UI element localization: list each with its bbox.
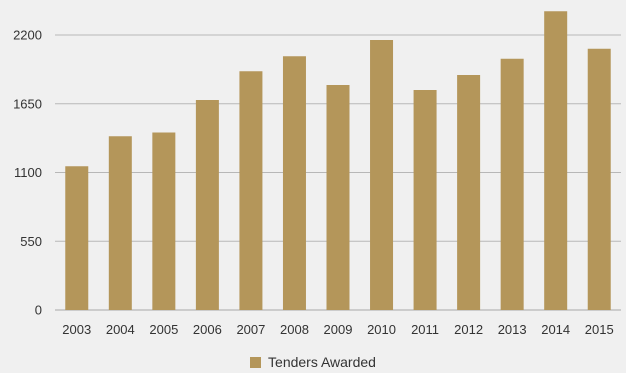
x-tick-label: 2009 [324,322,353,337]
y-tick-label: 1650 [13,96,42,111]
bar-2004 [108,136,132,310]
x-tick-label: 2014 [541,322,570,337]
legend: Tenders Awarded [0,354,626,370]
bar-2012 [457,75,481,310]
bars [65,11,611,310]
x-tick-label: 2011 [411,322,439,337]
y-tick-label: 550 [20,234,42,249]
bar-2013 [500,58,524,310]
y-axis-ticks: 0 550 1100 1650 2200 [13,28,42,318]
x-tick-label: 2003 [62,322,91,337]
x-tick-label: 2013 [498,322,527,337]
bar-2007 [239,71,263,310]
x-tick-label: 2010 [367,322,396,337]
bar-2005 [152,132,176,310]
bar-2010 [370,40,394,310]
x-tick-label: 2008 [280,322,309,337]
bar-2009 [326,85,350,310]
y-tick-label: 2200 [13,28,42,43]
y-tick-label: 0 [35,303,42,318]
bar-2015 [587,48,611,310]
bar-2014 [544,11,568,310]
x-tick-label: 2004 [106,322,135,337]
legend-label: Tenders Awarded [268,354,376,370]
x-axis-ticks: 2003 2004 2005 2006 2007 2008 2009 2010 2011 2012… [62,322,613,337]
y-tick-label: 1100 [14,165,42,180]
bar-2003 [65,166,89,310]
x-tick-label: 2012 [454,322,483,337]
x-tick-label: 2005 [149,322,178,337]
bar-2011 [413,90,437,310]
x-tick-label: 2006 [193,322,222,337]
bar-2006 [195,100,219,310]
x-tick-label: 2015 [585,322,614,337]
bar-2008 [282,56,306,310]
legend-swatch [250,356,262,368]
x-tick-label: 2007 [236,322,265,337]
